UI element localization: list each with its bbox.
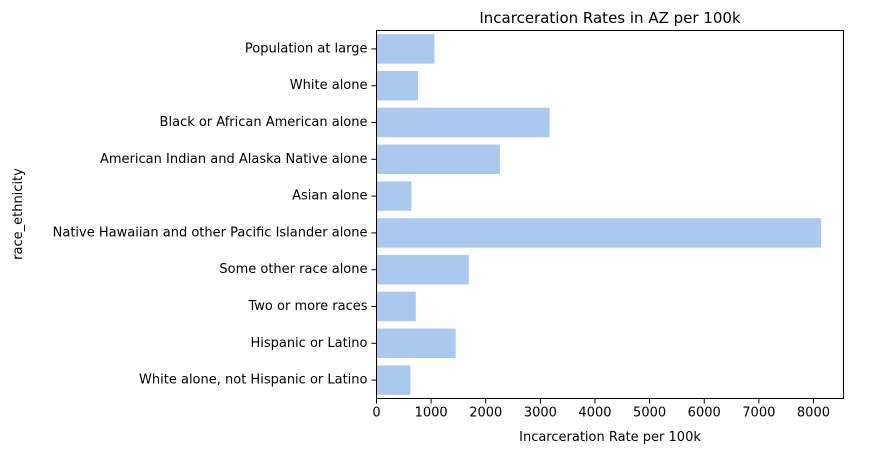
x-tick-label: 8000: [797, 406, 830, 421]
y-tick-label: White alone: [290, 78, 368, 93]
x-axis-ticks: 0 1000 2000 3000 4000 5000 6000 7000 8000: [372, 398, 830, 421]
y-tick-label: Some other race alone: [219, 262, 367, 277]
x-tick-label: 7000: [742, 406, 775, 421]
y-tick-label: Hispanic or Latino: [250, 336, 367, 351]
x-tick-label: 1000: [415, 406, 448, 421]
bar: [376, 365, 411, 395]
x-tick-label: 3000: [524, 406, 557, 421]
chart-title: Incarceration Rates in AZ per 100k: [479, 9, 741, 27]
x-tick-label: 6000: [688, 406, 721, 421]
bar: [376, 218, 822, 248]
y-tick-label: Population at large: [245, 41, 368, 56]
y-tick-label: Two or more races: [248, 299, 368, 314]
y-axis-ticks: Population at large White alone Black or A…: [53, 41, 377, 388]
x-tick-label: 5000: [633, 406, 666, 421]
plot-frame: [376, 30, 844, 399]
x-axis-label: Incarceration Rate per 100k: [519, 430, 701, 445]
x-tick-label: 2000: [469, 406, 502, 421]
bar: [376, 254, 469, 285]
y-tick-label: Asian alone: [292, 189, 367, 204]
bars-group: [376, 34, 822, 395]
bar: [376, 34, 435, 64]
bar: [376, 70, 419, 101]
y-tick-label: Black or African American alone: [160, 115, 368, 130]
y-tick-label: White alone, not Hispanic or Latino: [139, 373, 367, 388]
y-tick-label: American Indian and Alaska Native alone: [100, 152, 368, 167]
bar: [376, 328, 456, 359]
bar: [376, 107, 550, 138]
y-tick-label: Native Hawaiian and other Pacific Island…: [53, 225, 368, 240]
y-axis-label: race_ethnicity: [11, 168, 26, 260]
x-tick-label: 4000: [578, 406, 611, 421]
bar: [376, 181, 412, 211]
bar: [376, 291, 416, 322]
bar: [376, 144, 500, 175]
x-tick-label: 0: [372, 406, 380, 421]
